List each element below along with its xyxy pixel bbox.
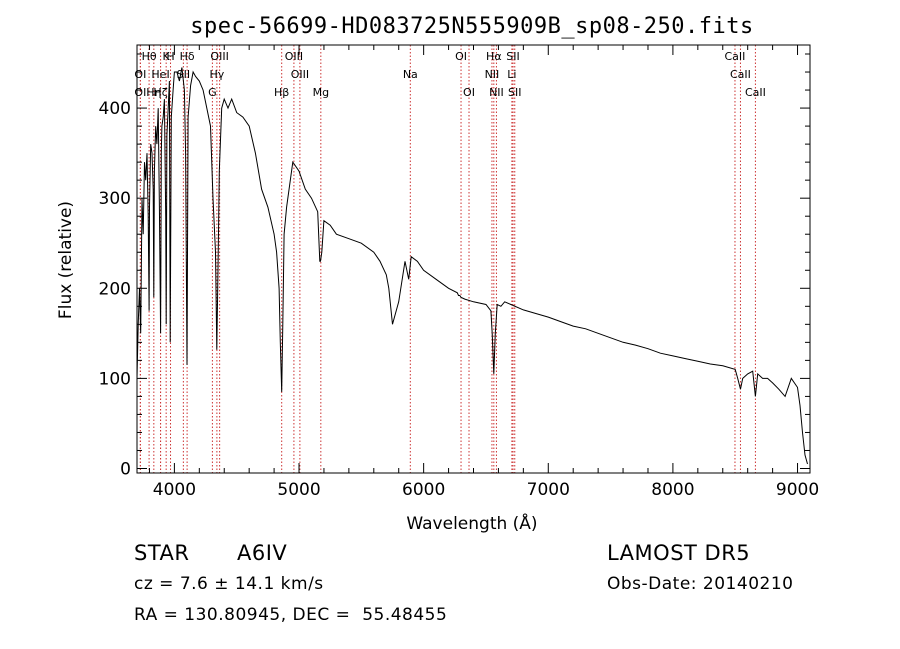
line-label: Hδ [180,50,195,63]
line-label: Mg [313,86,329,99]
line-label: H [166,50,174,63]
line-label: OI [134,68,146,81]
x-tick-label: 8000 [651,480,694,500]
x-tick-label: 7000 [527,480,570,500]
line-label: Na [403,68,418,81]
line-label: OIII [291,68,309,81]
obs-date: Obs-Date: 20140210 [607,574,794,594]
line-label: Hζ [153,86,167,99]
redshift-cz: cz = 7.6 ± 14.1 km/s [134,574,324,594]
y-tick-label: 400 [99,99,131,119]
line-label: OIII [285,50,303,63]
line-label: SII [506,50,519,63]
line-label: CaII [730,68,751,81]
chart-title: spec-56699-HD083725N555909B_sp08-250.fit… [190,14,754,39]
line-label: Hγ [209,68,224,81]
y-tick-label: 0 [120,459,131,479]
survey-name: LAMOST DR5 [607,541,751,565]
line-label: K [163,50,171,63]
line-label: CaII [725,50,746,63]
line-label: SII [508,86,521,99]
y-axis-label: Flux (relative) [56,201,76,319]
y-tick-label: 200 [99,279,131,299]
coordinates: RA = 130.80945, DEC = 55.48455 [134,605,448,625]
x-axis-label: Wavelength (Å) [406,512,537,534]
line-label: OI [134,86,146,99]
line-label: Hα [486,50,502,63]
object-class: STAR [134,541,190,565]
x-tick-label: 9000 [776,480,819,500]
axes: 4000 5000 6000 7000 8000 9000 0 100 200 300 400 [99,44,819,500]
x-tick-label: 5000 [277,480,320,500]
line-label: NII [489,86,504,99]
line-label: CaII [745,86,766,99]
line-label: OI [455,50,467,63]
spectrum-series-line [136,67,808,465]
line-label: Hβ [274,86,289,99]
x-tick-label: 4000 [153,480,196,500]
line-label: NII [485,68,500,81]
line-label: Li [507,68,516,81]
line-label: G [208,86,217,99]
plot-frame [136,44,811,474]
emission-line-markers [139,45,756,473]
x-tick-label: 6000 [402,480,445,500]
y-tick-label: 300 [99,189,131,209]
y-tick-label: 100 [99,369,131,389]
line-label: OI [463,86,475,99]
line-label: OIII [210,50,228,63]
line-label: Hθ [142,50,157,63]
line-label: HeI [151,68,169,81]
subclass: A6IV [237,541,288,565]
line-label: Hη [146,86,161,99]
